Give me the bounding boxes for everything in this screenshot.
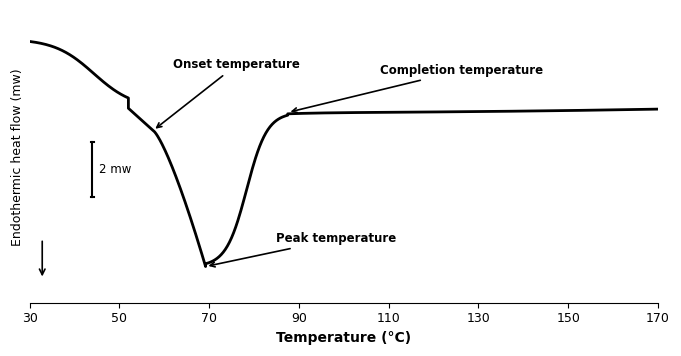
Text: 2 mw: 2 mw bbox=[99, 163, 131, 176]
X-axis label: Temperature (°C): Temperature (°C) bbox=[276, 331, 411, 345]
Y-axis label: Endothermic heat flow (mw): Endothermic heat flow (mw) bbox=[11, 68, 24, 246]
Text: Completion temperature: Completion temperature bbox=[292, 64, 543, 112]
Text: Onset temperature: Onset temperature bbox=[157, 58, 300, 127]
Text: Peak temperature: Peak temperature bbox=[210, 232, 397, 267]
